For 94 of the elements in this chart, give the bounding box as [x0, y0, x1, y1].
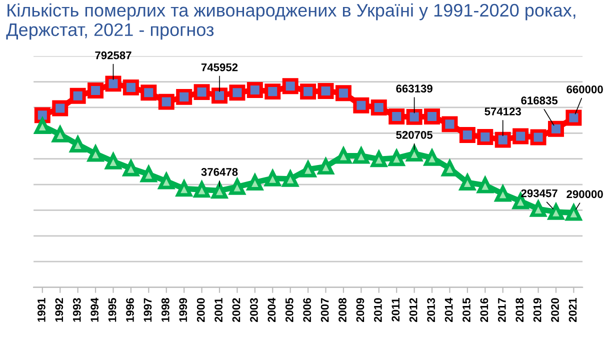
x-tick-label: 1998: [161, 298, 170, 322]
point: [424, 150, 440, 166]
x-tick-label: 2002: [232, 298, 240, 322]
point: [370, 99, 387, 116]
point: [176, 180, 192, 197]
x-tick-label: 2021: [568, 298, 577, 322]
x-tick-label: 1994: [90, 298, 99, 322]
data-label: 616835: [521, 96, 558, 104]
data-label: 663139: [396, 84, 432, 93]
point: [300, 161, 316, 178]
data-label: 792587: [95, 51, 132, 60]
point: [194, 84, 210, 100]
point: [52, 126, 68, 142]
x-tick-label: 2018: [516, 298, 524, 322]
data-label: 290000: [566, 190, 603, 198]
point: [566, 110, 582, 126]
x-tick-label: 2020: [551, 298, 559, 322]
point: [264, 84, 281, 100]
x-tick-label: 1991: [38, 298, 46, 322]
point: [424, 108, 440, 124]
data-label: 520705: [396, 130, 433, 139]
point: [530, 200, 546, 217]
x-tick-label: 2019: [533, 298, 542, 322]
x-tick-label: 2017: [498, 298, 506, 322]
point: [70, 88, 86, 104]
point: [477, 129, 494, 146]
x-tick-label: 2010: [374, 298, 382, 322]
point: [548, 204, 564, 220]
point: [176, 88, 192, 105]
point: [158, 94, 174, 110]
point: [140, 84, 157, 101]
point: [353, 97, 370, 114]
point: [300, 84, 316, 100]
point: [246, 82, 263, 98]
point: [229, 178, 246, 195]
point: [388, 108, 405, 124]
point: [512, 128, 529, 144]
point: [282, 170, 298, 187]
point: [335, 148, 352, 164]
point: [122, 79, 139, 96]
point: [105, 153, 122, 170]
x-tick-label: 2011: [392, 298, 400, 322]
data-label: 745952: [201, 63, 238, 72]
point: [459, 126, 476, 143]
point: [122, 160, 139, 176]
data-label: 574123: [484, 108, 521, 116]
x-tick-label: 1992: [55, 298, 64, 322]
x-tick-label: 2000: [196, 298, 205, 322]
x-tick-label: 2013: [427, 298, 436, 322]
data-label: 660000: [566, 85, 603, 94]
point: [335, 85, 352, 102]
x-tick-label: 1993: [72, 298, 81, 322]
chart-title: Кількість померлих та живонароджених в Україні у 1991-2020 роках, Держстат, 2021 - прогноз: [6, 3, 576, 40]
point: [52, 100, 68, 116]
point: [194, 182, 210, 198]
x-tick-label: 2001: [214, 298, 222, 322]
point: [566, 204, 582, 221]
point: [212, 88, 228, 104]
point: [406, 108, 422, 125]
x-tick-label: 1997: [144, 298, 152, 322]
point: [158, 173, 174, 190]
point: [477, 177, 494, 194]
point: [494, 186, 511, 202]
point: [229, 84, 246, 101]
x-tick-label: 2012: [409, 298, 418, 322]
point: [282, 78, 298, 94]
x-tick-label: 2004: [268, 298, 276, 322]
x-tick-label: 2015: [462, 298, 470, 322]
point: [140, 166, 157, 182]
x-tick-label: 2016: [480, 298, 488, 322]
data-label: 293457: [521, 189, 558, 198]
point: [105, 76, 122, 92]
point: [442, 116, 458, 132]
point: [88, 82, 104, 99]
point: [34, 118, 50, 134]
x-tick-label: 1996: [126, 298, 134, 322]
x-tick-label: 2008: [338, 298, 346, 322]
x-tick-label: 1995: [108, 298, 116, 322]
point: [530, 129, 546, 146]
point: [318, 83, 334, 100]
x-tick-label: 2003: [250, 298, 258, 322]
x-tick-label: 2007: [320, 298, 329, 322]
x-tick-label: 2009: [356, 298, 364, 322]
x-tick-label: 2014: [444, 298, 453, 322]
point: [548, 120, 564, 137]
data-label: 376478: [201, 168, 238, 176]
x-tick-label: 1999: [179, 298, 188, 322]
point: [353, 148, 370, 164]
point: [88, 146, 104, 162]
x-tick-label: 2005: [285, 298, 294, 322]
point: [494, 132, 511, 148]
point: [70, 136, 86, 152]
point: [264, 170, 281, 186]
x-tick-label: 2006: [303, 298, 312, 322]
